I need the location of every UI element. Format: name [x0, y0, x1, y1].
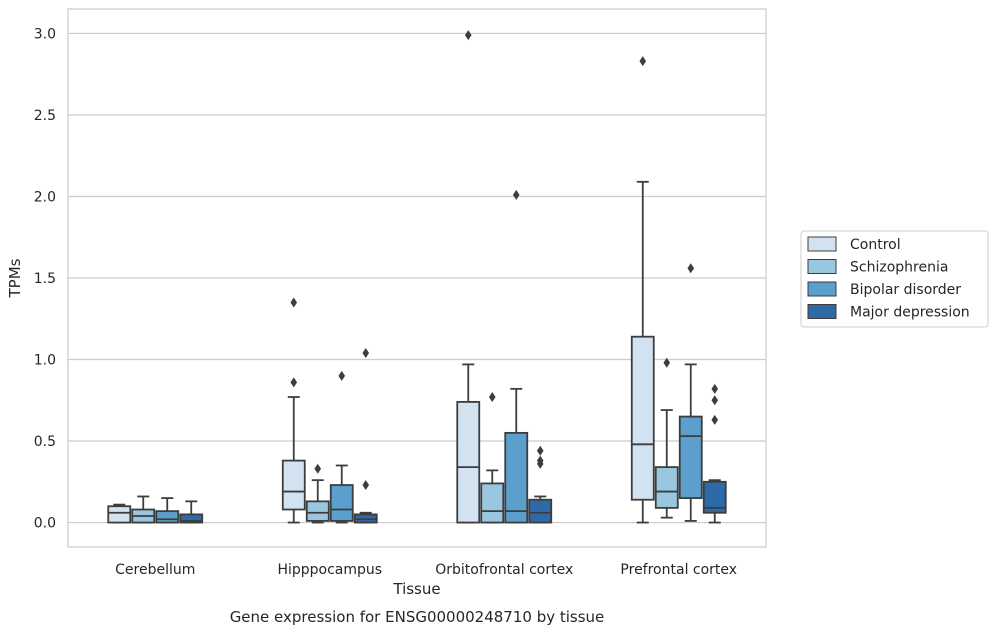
outlier-point — [687, 263, 695, 274]
box-schizophrenia-prefrontal-cortex — [654, 357, 679, 519]
box-iqr — [305, 500, 330, 522]
box-major-depression-prefrontal-cortex — [702, 383, 727, 524]
y-tick-label: 0.5 — [34, 434, 56, 450]
outlier-point — [536, 445, 544, 456]
box-iqr — [480, 482, 505, 524]
box-iqr — [702, 480, 727, 514]
grid-layer — [68, 32, 766, 524]
box-iqr — [528, 498, 553, 524]
box-layer — [107, 30, 727, 524]
legend-label: Major depression — [850, 305, 970, 321]
y-tick-label: 3.0 — [34, 26, 56, 42]
outlier-point — [488, 392, 496, 403]
legend-item-control: Control — [807, 236, 901, 253]
outlier-point — [711, 395, 719, 406]
box-bipolar-disorder-hipppocampus — [329, 370, 354, 524]
x-tick-label: Orbitofrontal cortex — [435, 562, 573, 578]
outlier-point — [711, 414, 719, 425]
outlier-point — [663, 357, 671, 368]
box-iqr — [281, 459, 306, 511]
outlier-point — [362, 347, 370, 358]
x-tick-label: Prefrontal cortex — [620, 562, 737, 578]
plot-frame — [67, 8, 767, 548]
legend-swatch — [807, 236, 837, 252]
box-bipolar-disorder-cerebellum — [155, 497, 180, 524]
box-control-hipppocampus — [281, 297, 306, 524]
y-tick-label: 1.0 — [34, 353, 56, 369]
outlier-point — [536, 455, 544, 466]
x-axis-label: Tissue — [392, 580, 440, 598]
chart-caption: Gene expression for ENSG00000248710 by t… — [230, 608, 605, 626]
outlier-point — [290, 297, 298, 308]
x-tick-label: Cerebellum — [115, 562, 195, 578]
box-iqr — [654, 466, 679, 509]
outlier-point — [512, 189, 520, 200]
outlier-point — [338, 370, 346, 381]
y-tick-label: 2.5 — [34, 108, 56, 124]
box-major-depression-hipppocampus — [353, 347, 378, 524]
outlier-point — [290, 377, 298, 388]
box-iqr — [630, 335, 655, 501]
legend-frame — [800, 230, 989, 328]
box-schizophrenia-hipppocampus — [305, 463, 330, 524]
outlier-point — [711, 383, 719, 394]
legend-swatch — [807, 259, 837, 274]
tick-layer: 0.0 0.5 1.0 1.5 2.0 2.5 3.0 Cerebellum Hipppocam… — [34, 26, 737, 578]
legend-label: Schizophrenia — [850, 260, 948, 276]
box-iqr — [107, 505, 132, 524]
legend-label: Bipolar disorder — [850, 282, 961, 298]
x-tick-label: Hipppocampus — [277, 562, 382, 578]
box-schizophrenia-cerebellum — [131, 495, 156, 524]
y-axis-label: TPMs — [6, 258, 24, 298]
box-bipolar-disorder-prefrontal-cortex — [678, 263, 703, 522]
box-iqr — [329, 484, 354, 522]
legend: Control Schizophrenia Bipolar disorder Majo… — [800, 230, 989, 328]
outlier-point — [464, 30, 472, 41]
box-iqr — [456, 401, 481, 524]
box-bipolar-disorder-orbitofrontal-cortex — [504, 189, 529, 524]
box-control-prefrontal-cortex — [630, 56, 655, 524]
box-major-depression-cerebellum — [179, 500, 204, 524]
legend-item-schizophrenia: Schizophrenia — [807, 259, 948, 276]
box-iqr — [504, 431, 529, 524]
legend-swatch — [807, 304, 837, 319]
box-control-cerebellum — [107, 503, 132, 524]
y-tick-label: 0.0 — [34, 516, 56, 532]
box-iqr — [155, 510, 180, 524]
box-schizophrenia-orbitofrontal-cortex — [480, 392, 505, 524]
outlier-point — [639, 56, 647, 67]
y-tick-label: 2.0 — [34, 189, 56, 205]
legend-item-bipolar-disorder: Bipolar disorder — [807, 281, 961, 298]
box-major-depression-orbitofrontal-cortex — [528, 445, 553, 524]
y-tick-label: 1.5 — [34, 271, 56, 287]
outlier-point — [362, 480, 370, 491]
box-iqr — [179, 513, 204, 524]
outlier-point — [314, 463, 322, 474]
legend-swatch — [807, 281, 837, 297]
legend-item-major-depression: Major depression — [807, 304, 970, 321]
box-control-orbitofrontal-cortex — [456, 30, 481, 524]
box-iqr — [678, 415, 703, 499]
legend-label: Control — [850, 237, 901, 253]
